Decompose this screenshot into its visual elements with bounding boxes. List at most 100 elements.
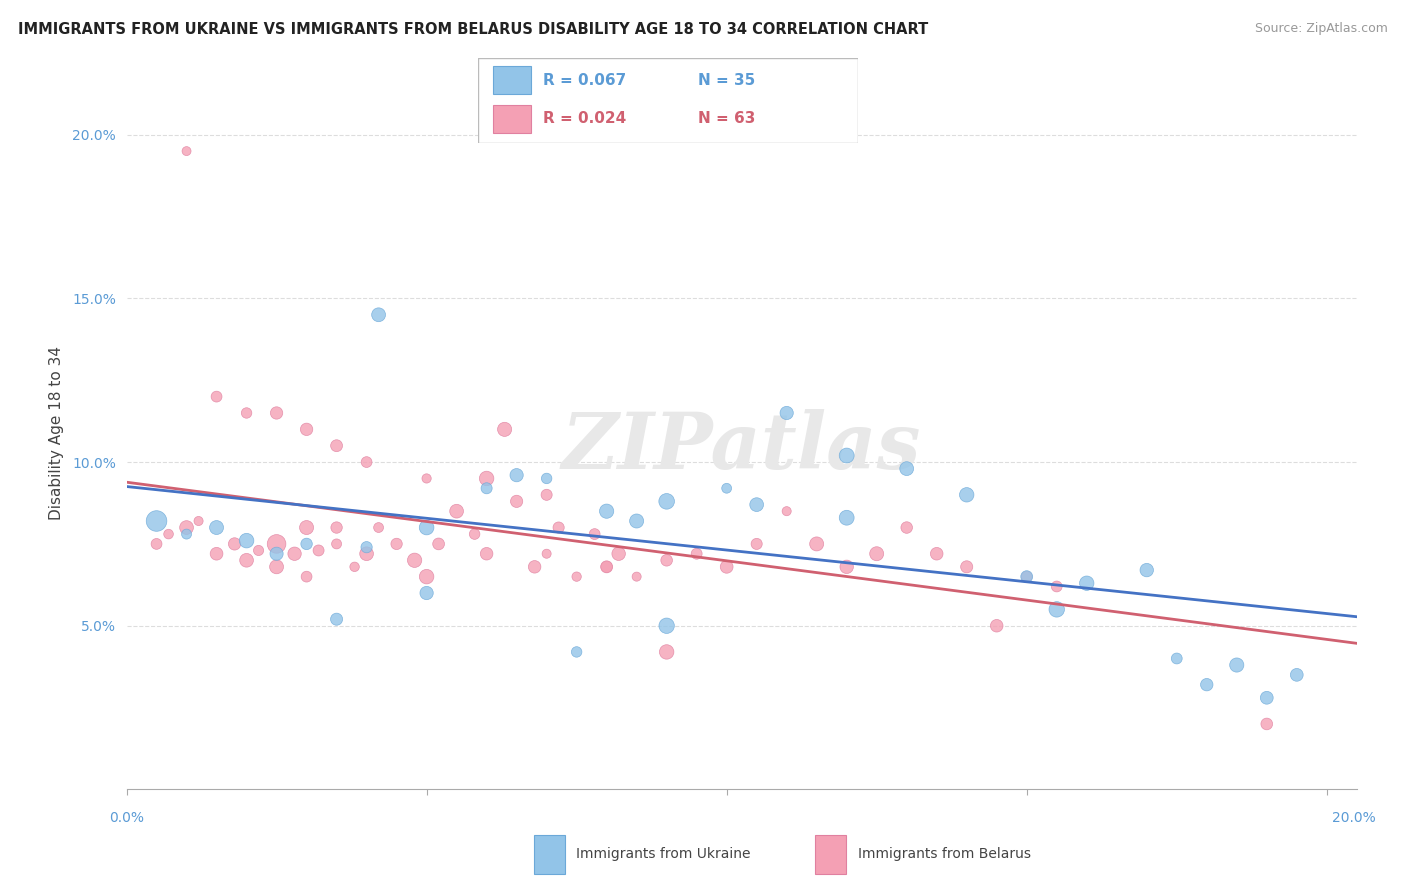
Point [1166, 651, 1188, 665]
Bar [494, 67, 531, 94]
Point [235, 533, 257, 548]
Point [356, 455, 378, 469]
Point [475, 547, 498, 561]
Point [308, 543, 330, 558]
Point [176, 527, 198, 541]
Point [1015, 569, 1038, 583]
Point [325, 439, 347, 453]
Point [986, 619, 1008, 633]
Point [1015, 569, 1038, 583]
Point [505, 468, 527, 483]
Point [224, 537, 246, 551]
Point [835, 510, 858, 524]
Point [325, 520, 347, 534]
Point [266, 406, 288, 420]
Bar [815, 835, 846, 873]
Point [404, 553, 426, 567]
Point [295, 537, 318, 551]
Point [655, 494, 678, 508]
Point [776, 406, 799, 420]
Point [176, 520, 198, 534]
Point [835, 559, 858, 574]
Point [655, 645, 678, 659]
Point [716, 559, 738, 574]
Text: R = 0.067: R = 0.067 [543, 72, 626, 87]
Point [284, 547, 307, 561]
Point [776, 504, 799, 518]
Point [866, 547, 889, 561]
Point [716, 481, 738, 495]
Point [745, 498, 768, 512]
Point [595, 559, 617, 574]
Point [295, 569, 318, 583]
Point [343, 559, 366, 574]
Point [415, 586, 437, 600]
Point [1256, 690, 1278, 705]
Point [505, 494, 527, 508]
Point [266, 547, 288, 561]
Bar [494, 105, 531, 133]
Point [1076, 576, 1098, 591]
Point [956, 488, 979, 502]
Point [655, 619, 678, 633]
Point [235, 406, 257, 420]
Point [356, 540, 378, 554]
Point [205, 547, 228, 561]
Point [745, 537, 768, 551]
Point [295, 422, 318, 436]
Point [464, 527, 486, 541]
Point [385, 537, 408, 551]
Point [565, 645, 588, 659]
Point [565, 569, 588, 583]
Point [266, 537, 288, 551]
Point [583, 527, 606, 541]
Point [266, 559, 288, 574]
Point [956, 559, 979, 574]
Text: Source: ZipAtlas.com: Source: ZipAtlas.com [1254, 22, 1388, 36]
Point [835, 449, 858, 463]
Point [655, 553, 678, 567]
Point [1195, 678, 1218, 692]
Point [536, 488, 558, 502]
Point [356, 547, 378, 561]
Point [367, 308, 389, 322]
Point [1046, 579, 1069, 593]
Point [205, 520, 228, 534]
Text: N = 35: N = 35 [699, 72, 755, 87]
Point [295, 520, 318, 534]
Point [494, 422, 516, 436]
Point [523, 559, 546, 574]
Point [626, 514, 648, 528]
Text: 0.0%: 0.0% [110, 811, 143, 825]
Point [626, 569, 648, 583]
Point [205, 390, 228, 404]
Point [427, 537, 450, 551]
Point [176, 144, 198, 158]
Point [157, 527, 180, 541]
Text: ZIPatlas: ZIPatlas [562, 409, 921, 485]
Bar [534, 835, 565, 873]
Y-axis label: Disability Age 18 to 34: Disability Age 18 to 34 [49, 345, 63, 520]
FancyBboxPatch shape [478, 58, 858, 143]
Point [896, 520, 918, 534]
Text: Immigrants from Ukraine: Immigrants from Ukraine [576, 847, 751, 861]
Point [536, 471, 558, 485]
Point [235, 553, 257, 567]
Point [547, 520, 569, 534]
Point [145, 514, 167, 528]
Point [806, 537, 828, 551]
Text: Immigrants from Belarus: Immigrants from Belarus [858, 847, 1031, 861]
Point [1285, 668, 1308, 682]
Point [595, 504, 617, 518]
Point [475, 481, 498, 495]
Point [325, 612, 347, 626]
Point [595, 559, 617, 574]
Point [685, 547, 707, 561]
Point [446, 504, 468, 518]
Point [1046, 602, 1069, 616]
Text: 20.0%: 20.0% [1331, 811, 1376, 825]
Point [607, 547, 630, 561]
Text: IMMIGRANTS FROM UKRAINE VS IMMIGRANTS FROM BELARUS DISABILITY AGE 18 TO 34 CORRE: IMMIGRANTS FROM UKRAINE VS IMMIGRANTS FR… [18, 22, 928, 37]
Point [896, 461, 918, 475]
Point [475, 471, 498, 485]
